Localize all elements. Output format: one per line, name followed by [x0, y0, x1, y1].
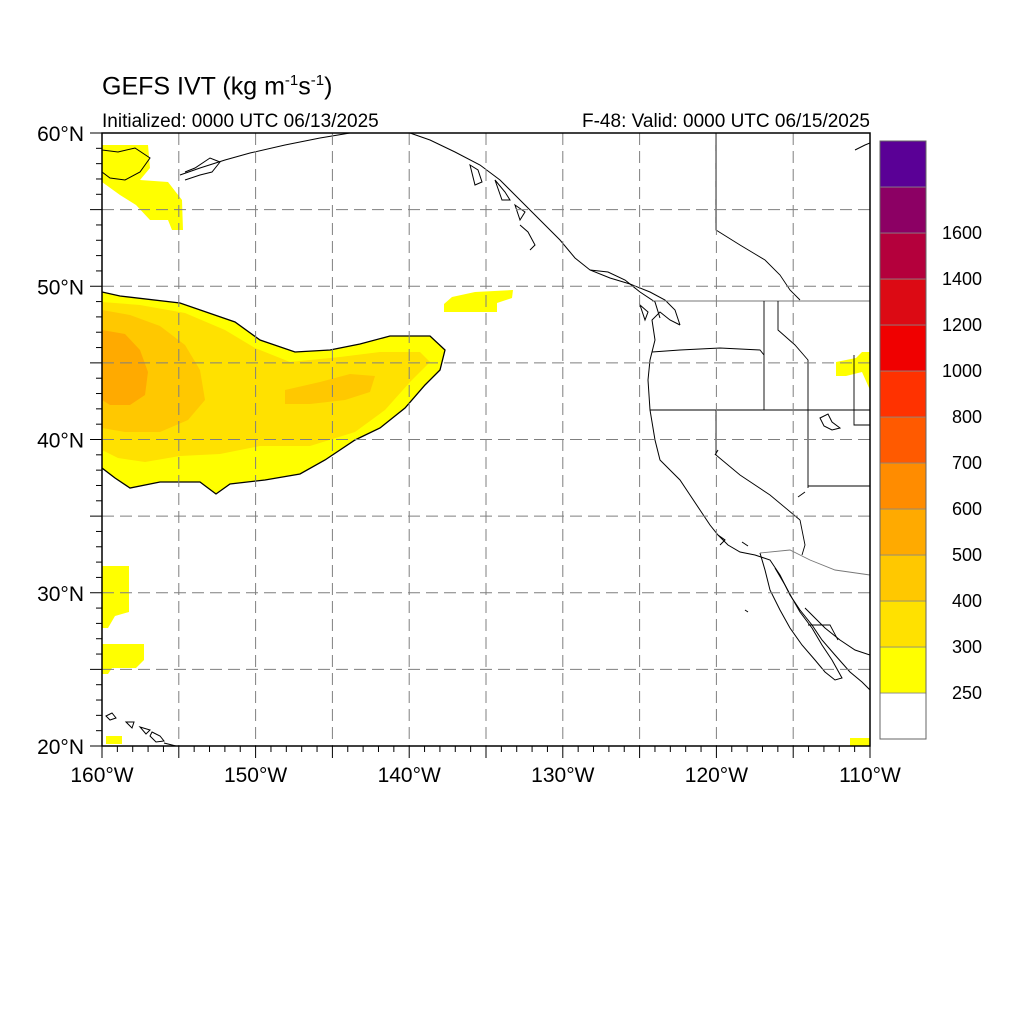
coastlines [102, 133, 870, 746]
colorbar-box [879, 462, 927, 510]
ivt-patch-26n [102, 644, 144, 674]
colorbar-box [879, 186, 927, 234]
y-tick-label: 60°N [37, 123, 84, 146]
colorbar-label: 500 [952, 545, 982, 565]
ivt-patch-hawaii [106, 736, 122, 744]
colorbar-box [879, 140, 927, 188]
map-title: GEFS IVT (kg m-1s-1) [102, 72, 333, 101]
valid-time: F-48: Valid: 0000 UTC 06/15/2025 [582, 111, 870, 132]
colorbar-label: 1200 [942, 315, 982, 335]
colorbar-box [879, 692, 927, 740]
colorbar-label: 1000 [942, 361, 982, 381]
ivt-plume-300 [102, 302, 430, 462]
colorbar-label: 700 [952, 453, 982, 473]
x-tick-label: 150°W [224, 764, 287, 787]
initialized-time: Initialized: 0000 UTC 06/13/2025 [102, 111, 379, 132]
ivt-patch-gulf [444, 290, 513, 312]
x-tick-label: 120°W [685, 764, 748, 787]
colorbar: 250 300 400 500 600 700 800 1000 1200 1400 1600 [879, 140, 982, 740]
y-tick-label: 40°N [37, 430, 84, 453]
colorbar-label: 1600 [942, 223, 982, 243]
ivt-patch-30n [102, 566, 129, 628]
colorbar-label: 1400 [942, 269, 982, 289]
ivt-patch-east [836, 352, 870, 390]
axis-ticks [90, 132, 871, 758]
colorbar-box [879, 554, 927, 602]
colorbar-label: 600 [952, 499, 982, 519]
colorbar-box [879, 600, 927, 648]
colorbar-box [879, 232, 927, 280]
colorbar-frame [879, 140, 927, 740]
y-axis-labels: 60°N 50°N 40°N 30°N 20°N [37, 123, 84, 759]
colorbar-box [879, 370, 927, 418]
colorbar-box [879, 278, 927, 326]
colorbar-label: 800 [952, 407, 982, 427]
colorbar-box [879, 324, 927, 372]
colorbar-label: 300 [952, 637, 982, 657]
ivt-patch-south [850, 738, 870, 746]
ivt-plume-400b [285, 374, 375, 404]
colorbar-box [879, 416, 927, 464]
x-tick-label: 130°W [531, 764, 594, 787]
political-borders [650, 133, 870, 641]
x-axis-labels: 160°W 150°W 140°W 130°W 120°W 110°W [70, 764, 901, 787]
colorbar-box [879, 508, 927, 556]
x-tick-label: 110°W [839, 764, 901, 787]
gridlines [102, 133, 870, 746]
colorbar-box [879, 646, 927, 694]
y-tick-label: 20°N [37, 736, 84, 759]
colorbar-label: 250 [952, 683, 982, 703]
y-tick-label: 30°N [37, 583, 84, 606]
ivt-plume-500 [102, 330, 148, 405]
ivt-contour [102, 291, 446, 495]
y-tick-label: 50°N [37, 276, 84, 299]
x-tick-label: 160°W [70, 764, 133, 787]
colorbar-label: 400 [952, 591, 982, 611]
x-tick-label: 140°W [378, 764, 441, 787]
ivt-patch-north [102, 145, 183, 230]
ivt-shading [102, 145, 870, 746]
